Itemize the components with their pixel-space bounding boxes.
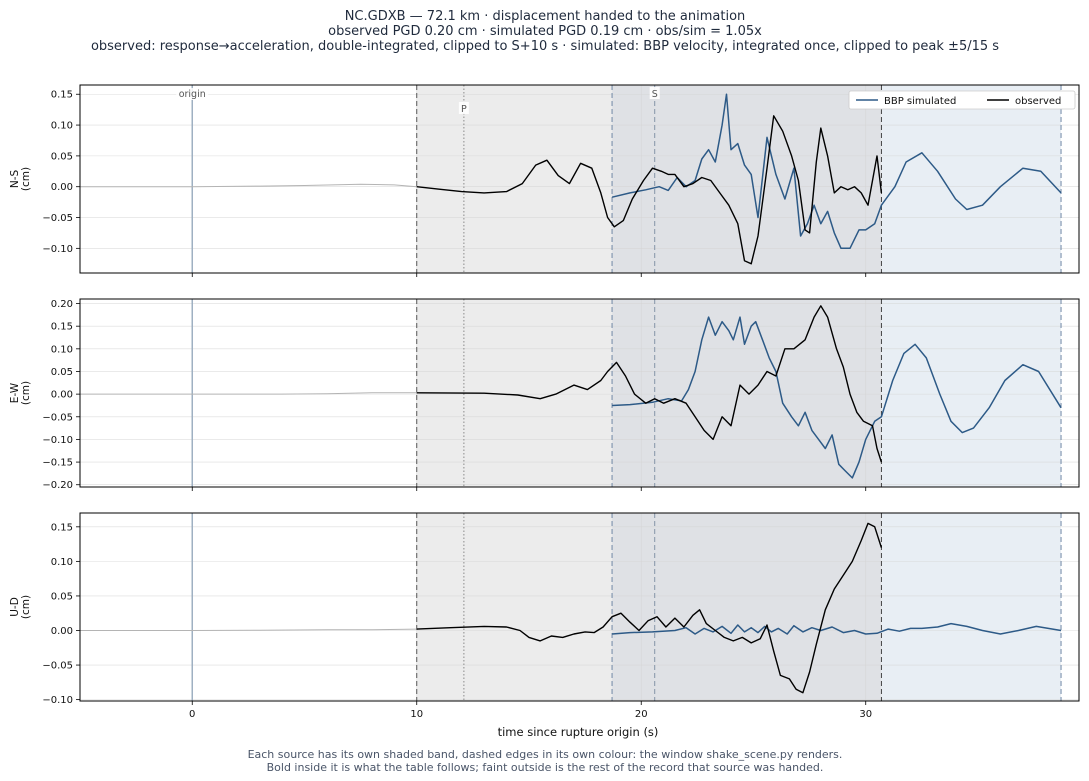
- simulated-line: [611, 93, 1062, 250]
- y-axis-label-name: E-W: [9, 382, 21, 403]
- y-tick-label: −0.10: [42, 695, 73, 706]
- legend-label-observed: observed: [1015, 96, 1061, 107]
- y-tick-label: 0.10: [51, 557, 73, 568]
- s-label: S: [652, 89, 658, 100]
- axes-frame: [79, 512, 1080, 702]
- legend-label-simulated: BBP simulated: [884, 96, 956, 107]
- x-axis-label: time since rupture origin (s): [498, 725, 659, 739]
- axes-frame: [79, 298, 1080, 488]
- y-axis-label-name: U-D: [9, 597, 21, 617]
- y-tick-label: 0.00: [51, 390, 73, 401]
- observed-faint-line: [80, 183, 417, 188]
- x-tick-label: 20: [635, 709, 648, 720]
- y-axis-label-name: N-S: [9, 170, 21, 189]
- simulated-line: [612, 622, 1062, 635]
- y-tick-label: −0.05: [42, 213, 73, 224]
- y-tick-label: 0.05: [51, 151, 73, 162]
- title-line-1: NC.GDXB — 72.1 km · displacement handed …: [345, 9, 746, 24]
- panels: −0.10−0.050.000.050.100.15N-S(cm)originP…: [9, 84, 1080, 720]
- y-tick-label: 0.20: [51, 299, 73, 310]
- simulated-window-band: [881, 299, 1062, 487]
- origin-label: origin: [179, 89, 206, 100]
- overlap-window-band: [612, 513, 882, 701]
- axes-frame: [79, 84, 1080, 274]
- observed-line: [416, 115, 883, 265]
- y-tick-label: 0.15: [51, 522, 73, 533]
- y-axis-label-unit: (cm): [20, 167, 32, 191]
- observed-faint-line: [80, 392, 417, 395]
- y-axis-label-unit: (cm): [20, 381, 32, 405]
- observed-line: [416, 522, 883, 694]
- overlap-window-band: [612, 85, 882, 273]
- y-tick-label: 0.10: [51, 121, 73, 132]
- y-tick-label: −0.05: [42, 412, 73, 423]
- p-label: P: [461, 104, 467, 115]
- y-tick-label: −0.20: [42, 480, 73, 491]
- y-tick-label: 0.10: [51, 344, 73, 355]
- x-tick-label: 30: [859, 709, 872, 720]
- overlap-window-band: [612, 299, 882, 487]
- x-tick-label: 0: [189, 709, 195, 720]
- panel-2: −0.20 −0.15 −0.10 −0.05 0.00 0.05 0.10 0.15 0.20…: [9, 298, 1080, 491]
- origin-label-bg: [176, 88, 209, 100]
- y-tick-label: 0.00: [51, 182, 73, 193]
- y-axis-label: N-S(cm): [9, 167, 32, 191]
- y-tick-label: 0.05: [51, 367, 73, 378]
- simulated-window-band: [881, 513, 1062, 701]
- simulated-window-band: [881, 85, 1062, 273]
- s-label-bg: [649, 87, 660, 99]
- x-tick-label: 10: [410, 709, 423, 720]
- y-tick-label: −0.15: [42, 458, 73, 469]
- y-tick-label: 0.15: [51, 322, 73, 333]
- y-axis-label: U-D(cm): [9, 595, 32, 619]
- title-line-2: observed PGD 0.20 cm · simulated PGD 0.1…: [328, 24, 762, 39]
- y-tick-label: 0.00: [51, 626, 73, 637]
- y-tick-label: −0.10: [42, 244, 73, 255]
- observed-window-band: [416, 513, 613, 701]
- observed-faint-line: [80, 628, 417, 631]
- y-tick-label: −0.05: [42, 661, 73, 672]
- title-line-3: observed: response→acceleration, double-…: [91, 39, 999, 54]
- panel-3: −0.10 −0.05 0.00 0.05 0.10 0.15 U-D(cm) 0 10 20 30: [9, 512, 1080, 720]
- y-axis-label-unit: (cm): [20, 595, 32, 619]
- y-tick-label: −0.10: [42, 435, 73, 446]
- footer-line-2: Bold inside it is what the table follows…: [267, 761, 824, 774]
- panel-1: −0.10 −0.05 0.00 0.05 0.10 0.15 N-S(cm) origin P…: [9, 84, 1080, 277]
- observed-line: [416, 305, 883, 463]
- p-label-bg: [458, 102, 469, 114]
- y-tick-label: 0.05: [51, 591, 73, 602]
- simulated-line: [612, 316, 1062, 479]
- y-axis-label: E-W(cm): [9, 381, 32, 405]
- footer-line-1: Each source has its own shaded band, das…: [248, 748, 843, 761]
- y-tick-label: 0.15: [51, 90, 73, 101]
- observed-window-band: [416, 85, 613, 273]
- legend-box: [848, 90, 1076, 110]
- legend: BBP simulated observed: [848, 90, 1076, 110]
